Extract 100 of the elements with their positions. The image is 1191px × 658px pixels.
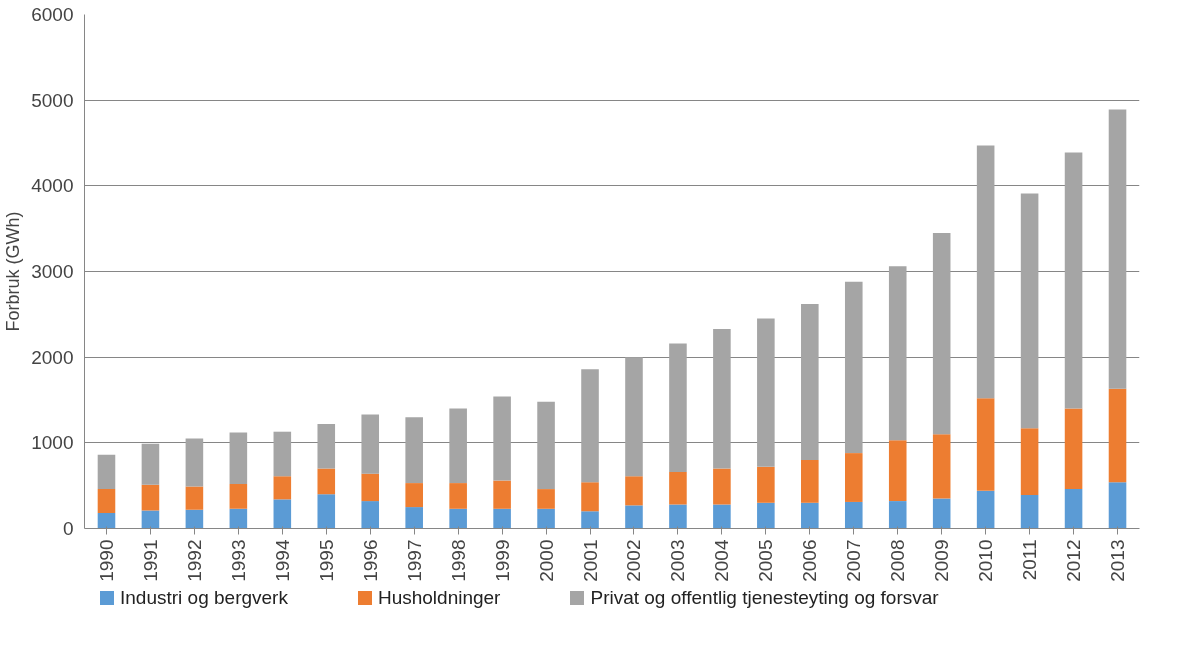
bar: [273, 431, 292, 477]
bar: [888, 501, 907, 529]
x-tick-label: 2005: [755, 539, 777, 582]
bar: [317, 468, 336, 495]
x-tick-label: 2004: [711, 539, 733, 582]
x-tick-label: 1999: [491, 539, 513, 582]
bar: [976, 490, 995, 529]
bar: [273, 476, 292, 500]
bar: [888, 440, 907, 502]
x-tick-label: 2003: [667, 539, 689, 582]
bar: [932, 434, 951, 499]
bar: [185, 486, 204, 510]
y-tick-label: 2000: [31, 346, 74, 368]
x-tick-label: 2012: [1063, 539, 1085, 582]
bar: [361, 414, 380, 474]
bar: [844, 453, 863, 502]
bar: [976, 398, 995, 491]
bar: [581, 482, 599, 512]
bar: [97, 454, 116, 490]
bar: [317, 423, 336, 469]
y-axis-title: Forbruk (GWh): [3, 211, 24, 332]
bar: [713, 504, 731, 529]
bar: [537, 401, 555, 490]
bar: [449, 408, 467, 484]
bar: [1020, 428, 1039, 496]
bar: [844, 281, 863, 454]
bar: [625, 505, 643, 529]
bar: [493, 508, 511, 529]
bar: [757, 502, 775, 529]
bar: [669, 343, 687, 472]
bar: [1064, 489, 1083, 529]
bar: [493, 480, 511, 509]
bar: [1108, 388, 1127, 483]
bar: [669, 504, 687, 529]
bar: [493, 396, 511, 481]
y-tick-label: 4000: [31, 175, 74, 197]
bar: [625, 476, 643, 506]
bar: [757, 318, 775, 467]
x-tick-label: 2010: [975, 539, 997, 582]
bar: [141, 484, 160, 511]
x-tick-label: 2011: [1019, 539, 1041, 581]
bar: [801, 502, 819, 529]
x-tick-label: 1996: [359, 539, 381, 582]
y-tick-label: 0: [62, 518, 74, 539]
bar: [844, 501, 863, 529]
bar: [932, 232, 951, 435]
bar: [625, 357, 643, 477]
bar: [537, 508, 555, 529]
y-tick-label: 1000: [31, 432, 74, 454]
bar: [888, 266, 907, 441]
bar: [1020, 193, 1039, 429]
bar: [141, 510, 160, 529]
legend-label: Husholdninger: [377, 586, 501, 610]
x-tick-label: 2009: [931, 539, 953, 582]
bar: [932, 498, 951, 529]
x-tick-label: 1998: [447, 539, 469, 582]
y-tick-label: 6000: [31, 4, 74, 25]
x-tick-label: 2008: [887, 539, 909, 582]
bar: [976, 145, 995, 399]
bar: [581, 369, 599, 483]
bar: [97, 489, 116, 514]
x-tick-label: 1990: [95, 539, 117, 582]
bar: [97, 513, 116, 529]
legend-label: Industri og bergverk: [120, 586, 288, 610]
y-tick-label: 3000: [31, 261, 74, 282]
bar: [1064, 408, 1083, 490]
bar: [449, 483, 467, 509]
bar: [405, 417, 423, 484]
bar: [669, 471, 687, 505]
bar: [537, 489, 555, 509]
x-tick-label: 2013: [1107, 539, 1129, 582]
bar: [361, 501, 380, 529]
bar: [229, 483, 248, 509]
legend-label: Privat og offentlig tjenesteyting og forsvar: [590, 586, 939, 610]
x-tick-label: 1994: [271, 539, 293, 582]
x-tick-label: 2007: [843, 539, 865, 582]
bar: [273, 499, 292, 529]
bar: [713, 328, 731, 469]
bar: [713, 468, 731, 505]
bar: [405, 507, 423, 529]
x-tick-label: 2006: [799, 539, 821, 582]
x-tick-label: 1995: [315, 539, 337, 582]
bar: [317, 494, 336, 529]
x-tick-label: 2000: [535, 539, 557, 582]
bar: [757, 466, 775, 503]
bar: [229, 508, 248, 529]
x-tick-label: 1993: [227, 539, 249, 582]
bar: [405, 483, 423, 508]
bar: [229, 432, 248, 484]
bar: [1020, 495, 1039, 529]
bar: [361, 473, 380, 502]
x-tick-label: 2001: [579, 539, 601, 582]
bar: [185, 509, 204, 529]
x-tick-label: 1997: [403, 539, 425, 582]
bar: [801, 304, 819, 460]
y-tick-label: 5000: [31, 89, 74, 111]
bar: [1108, 482, 1127, 529]
x-tick-label: 1992: [183, 539, 205, 582]
x-tick-label: 2002: [623, 539, 645, 582]
bar: [141, 443, 160, 485]
